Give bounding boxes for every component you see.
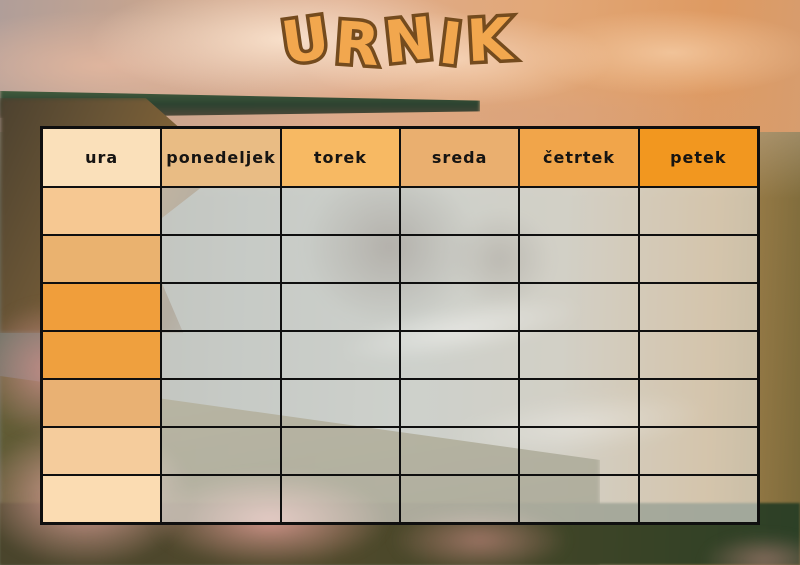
schedule-cell <box>638 283 758 331</box>
header-day-4: četrtek <box>519 128 639 187</box>
header-day-1: ponedeljek <box>161 128 281 187</box>
schedule-cell <box>161 331 281 379</box>
schedule-cell <box>638 187 758 235</box>
schedule-table: ura ponedeljek torek sreda četrtek petek <box>40 126 760 525</box>
schedule-cell <box>400 379 520 427</box>
schedule-cell <box>638 379 758 427</box>
schedule-cell <box>280 331 400 379</box>
schedule-cell <box>400 427 520 475</box>
schedule-cell <box>400 475 520 523</box>
schedule-cell <box>519 427 639 475</box>
schedule-cell <box>519 475 639 523</box>
schedule-cell <box>519 331 639 379</box>
schedule-cell <box>400 331 520 379</box>
hour-cell <box>42 475 162 523</box>
title-letter: K <box>462 1 523 79</box>
schedule-cell <box>280 187 400 235</box>
schedule-cell <box>519 283 639 331</box>
schedule-cell <box>638 235 758 283</box>
title-letter: R <box>329 5 391 83</box>
schedule-cell <box>161 283 281 331</box>
hour-cell <box>42 187 162 235</box>
header-day-3: sreda <box>400 128 520 187</box>
schedule-cell <box>280 427 400 475</box>
title-letter: N <box>378 0 446 80</box>
schedule-cell <box>280 379 400 427</box>
schedule-cell <box>161 187 281 235</box>
schedule-cell <box>519 187 639 235</box>
schedule-cell <box>161 379 281 427</box>
header-day-5: petek <box>638 128 758 187</box>
schedule-cell <box>400 283 520 331</box>
title-letter: U <box>273 0 342 81</box>
schedule-cell <box>280 475 400 523</box>
schedule-cell <box>638 331 758 379</box>
page-title: URNIK <box>0 0 800 83</box>
schedule-cell <box>638 475 758 523</box>
schedule-cell <box>638 427 758 475</box>
header-hour-0: ura <box>42 128 162 187</box>
schedule-cell <box>161 427 281 475</box>
schedule-cell <box>519 235 639 283</box>
hour-cell <box>42 235 162 283</box>
header-day-2: torek <box>280 128 400 187</box>
pink-flowers <box>680 525 800 565</box>
schedule-cell <box>280 235 400 283</box>
hour-cell <box>42 331 162 379</box>
hour-cell <box>42 283 162 331</box>
schedule-cell <box>161 475 281 523</box>
hour-cell <box>42 427 162 475</box>
schedule-cell <box>400 235 520 283</box>
schedule-cell <box>519 379 639 427</box>
schedule-cell <box>280 283 400 331</box>
schedule-cell <box>161 235 281 283</box>
hour-cell <box>42 379 162 427</box>
schedule-cell <box>400 187 520 235</box>
